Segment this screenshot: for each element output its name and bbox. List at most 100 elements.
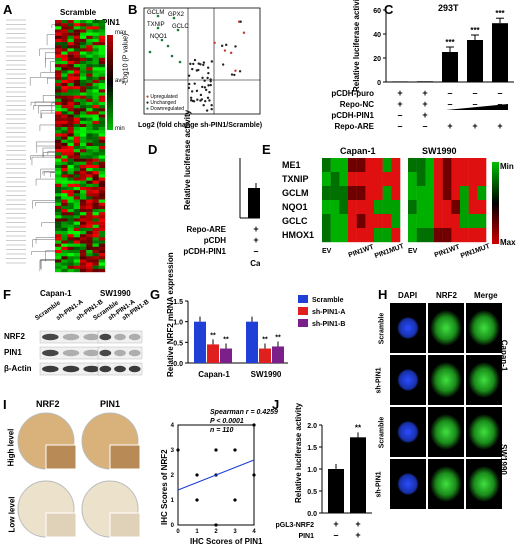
heatmap-cell [80,127,87,131]
g-legend-swatch [298,295,308,303]
volcano-point [207,84,210,87]
heatmap-cell [61,177,68,181]
heatmap-cell [86,111,93,115]
heatmap-cell [80,158,87,162]
heatmap-cell [67,268,74,273]
heatmap-cell [80,268,87,273]
heatmap-e [322,158,499,244]
heatmap-cell [55,38,62,43]
heatmap-cell [67,171,74,175]
heatmap-cell [98,155,106,159]
heatmap-cell [92,240,99,244]
j-ytick-label: 1.5 [307,445,317,452]
g-sig: ** [223,337,229,344]
heatmap-e-cell [434,158,443,173]
i-xtick-label: 0 [176,529,180,535]
heatmap-cell [92,142,99,147]
chart-d: ****Repo-ARE++++pCDH+–+–pCDH-PIN1–+–+Cap… [183,158,260,268]
heatmap-cell [92,108,99,112]
heatmap-e-cell [322,186,331,201]
heatmap-cell [80,234,87,238]
heatmap-cell [80,57,87,62]
volcano-point [195,69,199,72]
heatmap-cell [92,186,99,191]
heatmap-cell [67,209,74,213]
heatmap-cell [61,205,68,210]
volcano-point [206,76,209,80]
heatmap-cell [73,23,81,27]
heatmap-cell [55,105,62,109]
heatmap-cell [98,95,106,99]
volcano-point [189,62,192,66]
heatmap-e-cell [451,200,461,215]
chart-c-title: 293T [438,3,459,13]
heatmap-e-cell [425,214,435,229]
heatmap-cell [67,152,74,156]
heatmap-cell [55,209,62,213]
i-point [195,473,199,477]
heatmap-e-cell [391,186,401,201]
heatmap-cell [80,215,87,219]
heatmap-cell [61,231,68,235]
heatmap-cell [73,256,81,260]
heatmap-cell [80,70,87,74]
i-point [214,448,218,452]
heatmap-cell [67,42,74,46]
heatmap-cell [98,32,106,36]
heatmap-cell [61,212,68,216]
heatmap-e-cell [460,228,469,243]
heatmap-e-cell [425,158,435,173]
heatmap-e-cell [348,228,357,243]
heatmap-cell [92,92,99,96]
if-image-nrf2 [428,303,464,353]
heatmap-cell [73,42,81,46]
volcano-point [210,107,213,111]
heatmap-cell [80,196,87,200]
heatmap-cell [67,79,74,84]
heatmap-cell [67,123,74,128]
heatmap-cell [86,51,93,55]
heatmap-cell [55,221,62,225]
heatmap-cell [67,105,74,109]
heatmap-e-cell [477,172,487,187]
if-image-merge [466,459,502,509]
heatmap-cell [55,35,62,40]
heatmap-cell [98,127,106,131]
heatmap-cell [80,83,87,87]
heatmap-e-cell [339,186,349,201]
j-ytick-label: 1.0 [307,467,317,474]
i-point [195,498,199,502]
heatmap-cell [92,202,99,207]
volcano-point [209,78,212,81]
c-mark: + [422,99,427,109]
heatmap-e-cell [451,186,461,201]
color-scale-bar [107,35,113,130]
volcano-point [242,31,246,34]
heatmap-cell [73,105,81,109]
panel-a: A Scramble sh-PIN1 max avg min [0,0,126,275]
heatmap-cell [86,256,93,260]
heatmap-e-cell [442,214,452,229]
heatmap-cell [61,164,68,169]
heatmap-cell [73,123,81,128]
volcano-point [209,80,212,83]
heatmap-cell [73,142,81,147]
heatmap-cell [92,227,99,232]
heatmap-cell [86,130,93,134]
heatmap-cell [73,95,81,99]
volcano-point [233,73,236,77]
heatmap-cell [92,161,99,166]
heatmap-cell [98,224,106,229]
heatmap-cell [92,51,99,55]
heatmap-cell [67,262,74,266]
heatmap-cell [86,209,93,213]
heatmap-e-cell [348,200,357,215]
heatmap-cell [80,262,87,266]
heatmap-cell [67,92,74,96]
heatmap-cell [61,60,68,65]
heatmap-cell [98,149,106,153]
heatmap-cell [80,60,87,65]
heatmap-cell [86,199,93,203]
heatmap-cell [55,64,62,68]
